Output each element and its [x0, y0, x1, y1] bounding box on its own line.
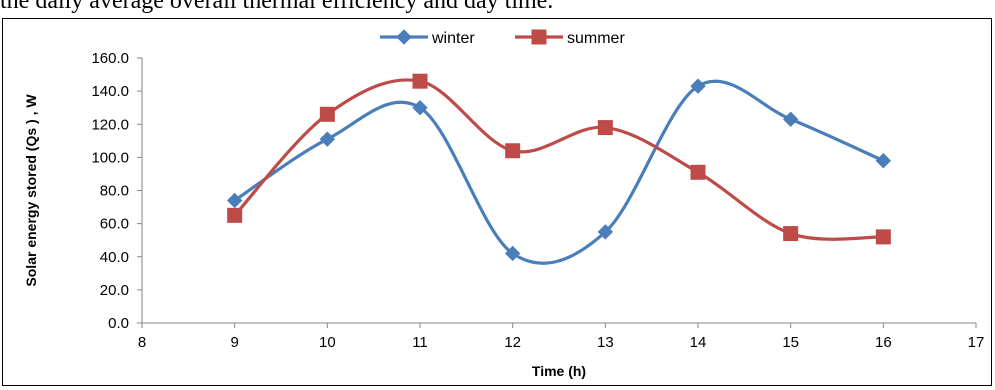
data-point-summer [227, 207, 243, 223]
data-point-winter [875, 152, 892, 169]
chart-frame: 0.0 20.0 40.0 60.0 80.0 100.0 120.0 140.0 160.0 8… [2, 18, 992, 386]
data-point-summer [783, 226, 799, 242]
y-tick-label: 80.0 [100, 183, 129, 200]
y-tick-label: 100.0 [91, 149, 129, 166]
y-tick-label: 60.0 [100, 216, 129, 233]
x-tick-label: 13 [597, 334, 614, 351]
data-point-winter [226, 192, 243, 209]
series-summer [227, 73, 891, 245]
series-line-summer [233, 78, 884, 241]
data-point-summer [505, 143, 521, 159]
data-point-winter [597, 224, 614, 240]
x-tick-label: 12 [504, 334, 521, 351]
series-group [226, 73, 892, 265]
y-tick-label: 140.0 [91, 83, 129, 100]
x-tick-label: 9 [230, 334, 238, 351]
y-tick-label: 120.0 [91, 116, 129, 133]
data-point-summer [690, 164, 706, 180]
data-point-winter [690, 78, 706, 94]
y-tick-label: 20.0 [100, 282, 129, 299]
legend-marker-winter [396, 29, 412, 45]
data-point-summer [412, 73, 428, 89]
legend-marker-summer [531, 29, 547, 45]
legend: winter summer [380, 29, 625, 47]
series-line-winter [233, 79, 884, 265]
data-point-summer [875, 229, 891, 245]
y-tick-label: 160.0 [91, 50, 129, 67]
x-tick-label: 8 [138, 334, 146, 351]
legend-label-winter: winter [431, 30, 475, 47]
y-axis-title: Solar energy stored (Qs ) , W [23, 94, 39, 287]
x-tick-label: 15 [782, 334, 799, 351]
y-tick-label: 40.0 [100, 249, 129, 266]
x-tick-label: 14 [690, 334, 707, 351]
x-tick-label: 16 [875, 334, 892, 351]
data-point-summer [597, 120, 613, 136]
surrounding-paragraph-text: the daily average overall thermal effici… [0, 0, 554, 14]
data-point-winter [504, 245, 521, 262]
x-tick-label: 10 [319, 334, 336, 351]
line-chart: 0.0 20.0 40.0 60.0 80.0 100.0 120.0 140.0 160.0 8… [23, 29, 984, 379]
legend-item-winter: winter [380, 29, 475, 47]
axes: 0.0 20.0 40.0 60.0 80.0 100.0 120.0 140.0 160.0 8… [91, 50, 984, 351]
data-point-winter [782, 111, 799, 127]
series-winter [226, 78, 892, 265]
legend-item-summer: summer [515, 29, 625, 47]
data-point-winter [412, 99, 428, 116]
x-tick-label: 17 [968, 334, 985, 351]
x-tick-label: 11 [412, 334, 428, 351]
data-point-winter [319, 131, 336, 147]
y-tick-label: 0.0 [108, 315, 129, 332]
data-point-summer [319, 106, 335, 122]
legend-label-summer: summer [567, 30, 625, 47]
x-axis-title: Time (h) [532, 363, 586, 379]
